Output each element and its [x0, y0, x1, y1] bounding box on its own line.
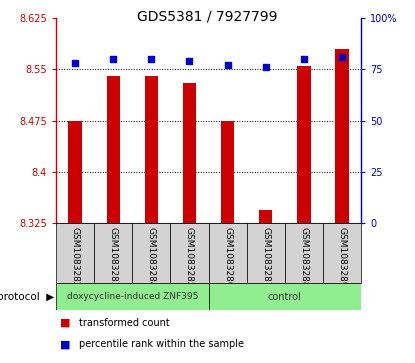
Text: GSM1083287: GSM1083287 — [261, 227, 270, 287]
Bar — [68, 121, 82, 223]
Bar — [297, 66, 310, 223]
Text: protocol  ▶: protocol ▶ — [0, 292, 54, 302]
Text: transformed count: transformed count — [79, 318, 170, 328]
Point — [72, 60, 78, 66]
Text: GSM1083282: GSM1083282 — [71, 227, 80, 287]
Bar — [247, 223, 285, 283]
Bar — [171, 223, 209, 283]
Bar — [145, 76, 158, 223]
Text: ■: ■ — [60, 339, 71, 350]
Bar — [56, 283, 209, 310]
Bar — [56, 223, 94, 283]
Bar — [323, 223, 361, 283]
Bar — [221, 121, 234, 223]
Text: percentile rank within the sample: percentile rank within the sample — [79, 339, 244, 350]
Bar — [335, 49, 349, 223]
Text: GDS5381 / 7927799: GDS5381 / 7927799 — [137, 9, 278, 23]
Point — [110, 56, 117, 62]
Text: GSM1083285: GSM1083285 — [185, 227, 194, 287]
Point — [339, 54, 345, 60]
Point — [300, 56, 307, 62]
Bar — [107, 76, 120, 223]
Point — [186, 58, 193, 64]
Bar — [259, 209, 272, 223]
Point — [224, 62, 231, 68]
Text: doxycycline-induced ZNF395: doxycycline-induced ZNF395 — [66, 292, 198, 301]
Text: GSM1083286: GSM1083286 — [223, 227, 232, 287]
Bar — [285, 223, 323, 283]
Text: GSM1083283: GSM1083283 — [109, 227, 118, 287]
Text: ■: ■ — [60, 318, 71, 328]
Bar — [209, 283, 361, 310]
Bar — [94, 223, 132, 283]
Point — [148, 56, 155, 62]
Point — [262, 65, 269, 70]
Text: GSM1083288: GSM1083288 — [299, 227, 308, 287]
Bar — [209, 223, 247, 283]
Text: GSM1083289: GSM1083289 — [337, 227, 347, 287]
Text: GSM1083284: GSM1083284 — [147, 227, 156, 287]
Bar — [183, 83, 196, 223]
Text: control: control — [268, 292, 302, 302]
Bar — [132, 223, 171, 283]
